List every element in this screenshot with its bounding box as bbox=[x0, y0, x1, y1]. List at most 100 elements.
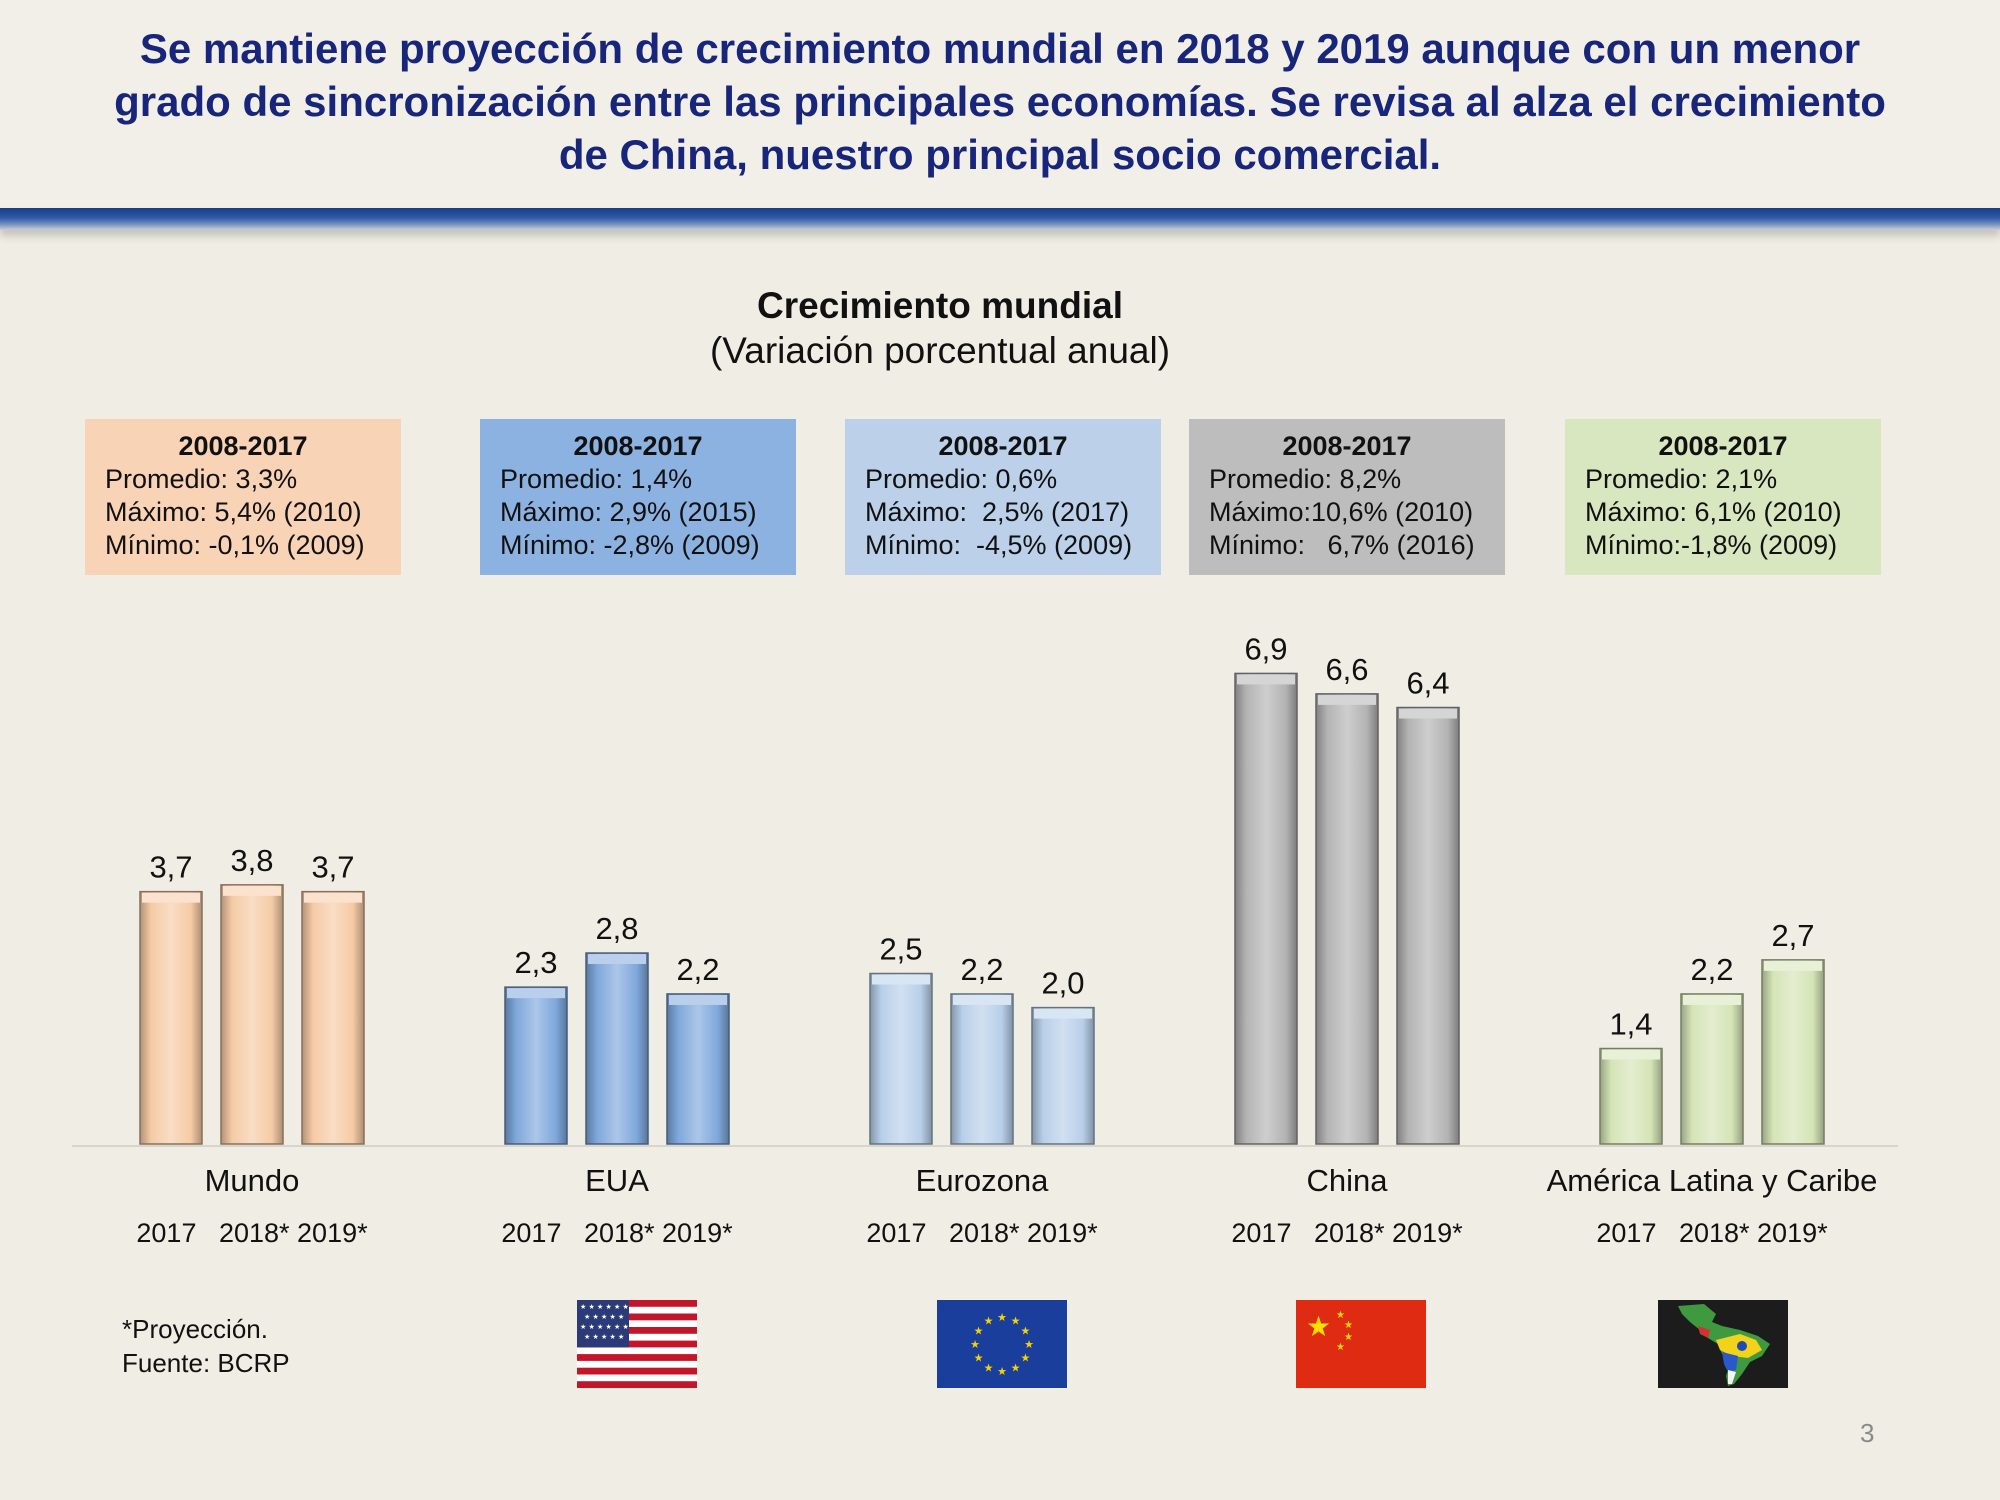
svg-text:★: ★ bbox=[1344, 1320, 1353, 1331]
stat-box-line: Mínimo: -4,5% (2009) bbox=[865, 530, 1133, 560]
bar-value-label: 2,2 bbox=[1690, 952, 1733, 987]
stat-box-line: Promedio: 0,6% bbox=[865, 464, 1058, 494]
svg-text:★ ★ ★ ★ ★ ★: ★ ★ ★ ★ ★ ★ bbox=[580, 1323, 629, 1331]
bar bbox=[1396, 706, 1460, 1145]
us-flag-icon: ★ ★ ★ ★ ★ ★ ★ ★ ★ ★ ★ ★ ★ ★ ★ ★ ★ ★ ★ ★ … bbox=[577, 1300, 697, 1388]
stat-box: 2008-2017 Promedio: 1,4% Máximo: 2,9% (201… bbox=[480, 419, 796, 575]
eu-star-icon: ★ bbox=[1024, 1338, 1034, 1351]
bar-top-highlight bbox=[872, 974, 930, 985]
header-divider bbox=[0, 208, 2000, 230]
stat-box-heading: 2008-2017 bbox=[178, 431, 308, 461]
page-number: 3 bbox=[1860, 1418, 1875, 1448]
china-flag-icon: ★ ★ ★ ★ ★ bbox=[1296, 1300, 1426, 1388]
bar-value-label: 6,4 bbox=[1406, 666, 1449, 701]
bar-top-highlight bbox=[1318, 694, 1376, 705]
bar bbox=[585, 952, 649, 1145]
bar bbox=[139, 890, 203, 1145]
bar-top-highlight bbox=[588, 954, 646, 965]
eu-star-icon: ★ bbox=[1011, 1315, 1021, 1328]
bar-top-highlight bbox=[142, 892, 200, 903]
bar-top-highlight bbox=[1683, 994, 1741, 1005]
svg-text:★ ★ ★ ★ ★: ★ ★ ★ ★ ★ bbox=[584, 1333, 624, 1341]
stat-box-heading: 2008-2017 bbox=[938, 431, 1068, 461]
bar-top-highlight bbox=[1399, 708, 1457, 719]
svg-text:★: ★ bbox=[1344, 1332, 1353, 1343]
eu-star-icon: ★ bbox=[984, 1361, 994, 1374]
eu-star-icon: ★ bbox=[997, 1311, 1007, 1324]
stat-box-line: Mínimo: -0,1% (2009) bbox=[105, 530, 365, 560]
stat-box-line: Mínimo: -2,8% (2009) bbox=[500, 530, 760, 560]
category-label: China bbox=[1306, 1163, 1388, 1198]
bar bbox=[504, 986, 568, 1145]
bar-value-label: 6,9 bbox=[1244, 631, 1287, 666]
svg-text:★: ★ bbox=[1336, 1310, 1345, 1321]
bar bbox=[1599, 1047, 1663, 1145]
stat-box-line: Máximo:10,6% (2010) bbox=[1209, 497, 1474, 527]
bar-value-label: 3,7 bbox=[311, 850, 354, 885]
bar-top-highlight bbox=[1602, 1049, 1660, 1060]
period-labels: 2017 2018* 2019* bbox=[1596, 1218, 1828, 1248]
stat-box: 2008-2017 Promedio: 0,6% Máximo: 2,5% (201… bbox=[845, 419, 1161, 575]
eu-star-icon: ★ bbox=[970, 1338, 980, 1351]
stat-box: 2008-2017 Promedio: 3,3% Máximo: 5,4% (201… bbox=[85, 419, 401, 575]
stat-box-line: Mínimo: 6,7% (2016) bbox=[1209, 530, 1475, 560]
stat-box-heading: 2008-2017 bbox=[573, 431, 703, 461]
stat-box: 2008-2017 Promedio: 8,2% Máximo:10,6% (201… bbox=[1189, 419, 1505, 575]
bar bbox=[220, 884, 284, 1145]
stat-box-line: Promedio: 1,4% bbox=[500, 464, 693, 494]
bar-value-label: 2,5 bbox=[879, 932, 922, 967]
period-labels: 2017 2018* 2019* bbox=[501, 1218, 733, 1248]
eu-star-icon: ★ bbox=[1011, 1361, 1021, 1374]
latin-america-map-icon bbox=[1658, 1300, 1788, 1388]
bar-top-highlight bbox=[507, 988, 565, 999]
bar bbox=[1234, 672, 1298, 1145]
bar-value-label: 1,4 bbox=[1609, 1007, 1652, 1042]
bar-value-label: 2,3 bbox=[514, 945, 557, 980]
svg-text:★ ★ ★ ★ ★: ★ ★ ★ ★ ★ bbox=[584, 1313, 624, 1321]
category-label: América Latina y Caribe bbox=[1546, 1163, 1878, 1198]
eu-star-icon: ★ bbox=[984, 1315, 994, 1328]
bar-top-highlight bbox=[1237, 674, 1295, 685]
headline-banner: Se mantiene proyección de crecimiento mu… bbox=[0, 0, 2000, 208]
eu-star-icon: ★ bbox=[997, 1365, 1007, 1378]
bar-value-label: 2,8 bbox=[595, 911, 638, 946]
eu-flag-icon: ★ ★★★★★★★★★★★ bbox=[937, 1300, 1067, 1388]
bar bbox=[1680, 993, 1744, 1145]
bar-value-label: 2,7 bbox=[1771, 918, 1814, 953]
stat-box-line: Máximo: 6,1% (2010) bbox=[1585, 497, 1842, 527]
stat-box: 2008-2017 Promedio: 2,1% Máximo: 6,1% (201… bbox=[1565, 419, 1881, 575]
bar bbox=[1031, 1006, 1095, 1145]
svg-text:★: ★ bbox=[1306, 1310, 1331, 1343]
bar-value-label: 2,2 bbox=[676, 952, 719, 987]
stat-box-line: Máximo: 2,9% (2015) bbox=[500, 497, 757, 527]
source-note: Fuente: BCRP bbox=[122, 1348, 290, 1378]
eu-star-icon: ★ bbox=[974, 1325, 984, 1338]
period-labels: 2017 2018* 2019* bbox=[866, 1218, 1098, 1248]
bar-top-highlight bbox=[304, 892, 362, 903]
period-labels: 2017 2018* 2019* bbox=[1231, 1218, 1463, 1248]
bar bbox=[1315, 693, 1379, 1145]
bar bbox=[950, 993, 1014, 1145]
bar-top-highlight bbox=[1764, 960, 1822, 971]
headline-text: Se mantiene proyección de crecimiento mu… bbox=[114, 25, 1886, 178]
bar-top-highlight bbox=[223, 885, 281, 896]
period-labels: 2017 2018* 2019* bbox=[136, 1218, 368, 1248]
bar bbox=[1761, 959, 1825, 1145]
bar-value-label: 2,0 bbox=[1041, 966, 1084, 1001]
bar bbox=[869, 972, 933, 1145]
stat-box-heading: 2008-2017 bbox=[1282, 431, 1412, 461]
category-label: Mundo bbox=[204, 1163, 300, 1198]
bar bbox=[301, 890, 365, 1145]
bar-value-label: 3,7 bbox=[149, 850, 192, 885]
stat-box-line: Mínimo:-1,8% (2009) bbox=[1585, 530, 1838, 560]
stat-box-line: Promedio: 2,1% bbox=[1585, 464, 1778, 494]
projection-note: *Proyección. bbox=[122, 1314, 268, 1344]
bar-value-label: 6,6 bbox=[1325, 652, 1368, 687]
footnote: *Proyección. Fuente: BCRP bbox=[122, 1312, 290, 1380]
eu-star-icon: ★ bbox=[1020, 1352, 1030, 1365]
bar-top-highlight bbox=[669, 994, 727, 1005]
svg-text:★ ★ ★ ★ ★ ★: ★ ★ ★ ★ ★ ★ bbox=[580, 1303, 629, 1311]
eu-star-icon: ★ bbox=[974, 1352, 984, 1365]
bar-top-highlight bbox=[1034, 1008, 1092, 1019]
